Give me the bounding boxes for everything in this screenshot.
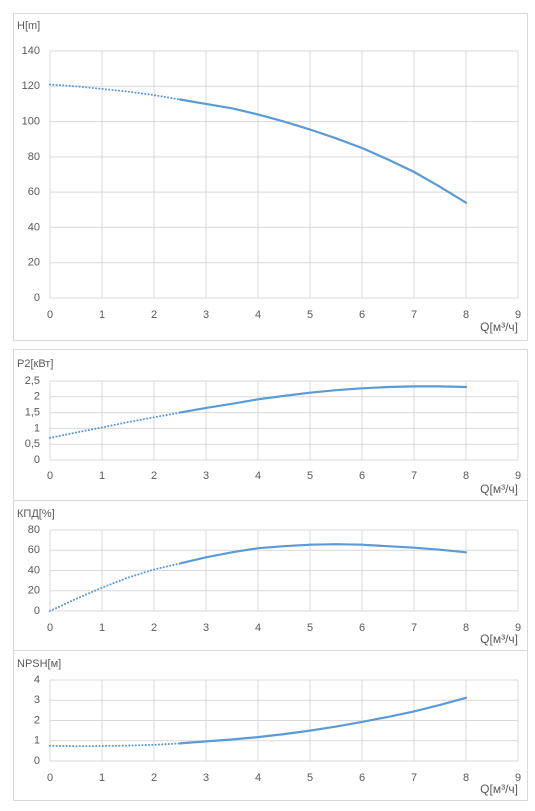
axis-title: P2[кВт]	[17, 358, 53, 370]
y-tick-label: 20	[28, 585, 40, 597]
chart-panel	[13, 650, 528, 801]
x-tick-label: 5	[307, 772, 313, 784]
x-tick-label: 5	[307, 470, 313, 482]
x-tick-label: 8	[463, 772, 469, 784]
x-tick-label: 4	[255, 309, 261, 321]
y-tick-label: 4	[34, 674, 40, 686]
x-axis-title: Q[м³/ч]	[480, 782, 518, 796]
y-tick-label: 1	[34, 422, 40, 434]
x-tick-label: 8	[463, 309, 469, 321]
y-tick-label: 0,5	[25, 438, 40, 450]
x-tick-label: 2	[151, 309, 157, 321]
y-tick-label: 3	[34, 694, 40, 706]
curve	[178, 543, 468, 565]
curve	[49, 411, 181, 439]
x-tick-label: 0	[47, 309, 53, 321]
x-tick-label: 8	[463, 470, 469, 482]
y-tick-label: 0	[34, 755, 40, 767]
x-tick-label: 6	[359, 309, 365, 321]
y-tick-label: 2,5	[25, 375, 40, 387]
curve	[178, 696, 468, 745]
x-tick-label: 1	[99, 470, 105, 482]
curve	[178, 385, 468, 414]
x-tick-label: 6	[359, 622, 365, 634]
x-tick-label: 2	[151, 772, 157, 784]
y-tick-label: 80	[28, 524, 40, 536]
y-tick-label: 2	[34, 391, 40, 403]
curve	[178, 98, 468, 204]
x-tick-label: 3	[203, 309, 209, 321]
x-tick-label: 7	[411, 622, 417, 634]
x-tick-label: 9	[515, 772, 521, 784]
y-tick-label: 80	[28, 151, 40, 163]
axis-title: NPSH[м]	[17, 658, 61, 670]
y-tick-label: 1	[34, 735, 40, 747]
x-tick-label: 7	[411, 309, 417, 321]
x-tick-label: 4	[255, 470, 261, 482]
x-tick-label: 9	[515, 309, 521, 321]
y-tick-label: 60	[28, 186, 40, 198]
x-tick-label: 0	[47, 772, 53, 784]
x-axis-title: Q[м³/ч]	[480, 320, 518, 334]
x-tick-label: 2	[151, 470, 157, 482]
x-axis-title: Q[м³/ч]	[480, 482, 518, 496]
y-tick-label: 100	[22, 115, 40, 127]
y-tick-label: 60	[28, 544, 40, 556]
x-tick-label: 8	[463, 622, 469, 634]
chart-panel	[13, 13, 528, 341]
x-tick-label: 7	[411, 470, 417, 482]
x-tick-label: 0	[47, 470, 53, 482]
y-tick-label: 1,5	[25, 407, 40, 419]
x-tick-label: 3	[203, 772, 209, 784]
x-tick-label: 4	[255, 622, 261, 634]
x-tick-label: 3	[203, 622, 209, 634]
y-tick-label: 0	[34, 605, 40, 617]
x-tick-label: 9	[515, 470, 521, 482]
y-tick-label: 40	[28, 564, 40, 576]
x-tick-label: 6	[359, 772, 365, 784]
x-tick-label: 5	[307, 622, 313, 634]
x-tick-label: 5	[307, 309, 313, 321]
y-tick-label: 140	[22, 45, 40, 57]
chart-panel	[13, 500, 528, 651]
x-axis-title: Q[м³/ч]	[480, 632, 518, 646]
x-tick-label: 2	[151, 622, 157, 634]
x-tick-label: 6	[359, 470, 365, 482]
x-tick-label: 0	[47, 622, 53, 634]
x-tick-label: 3	[203, 470, 209, 482]
x-tick-label: 4	[255, 772, 261, 784]
axis-title: КПД[%]	[17, 508, 55, 520]
curve	[49, 83, 181, 101]
axis-title: H[m]	[17, 20, 40, 32]
x-tick-label: 1	[99, 772, 105, 784]
y-tick-label: 0	[34, 454, 40, 466]
y-tick-label: 40	[28, 221, 40, 233]
curve	[49, 562, 181, 612]
y-tick-label: 20	[28, 257, 40, 269]
y-tick-label: 120	[22, 80, 40, 92]
y-tick-label: 2	[34, 714, 40, 726]
chart-panel	[13, 349, 528, 501]
x-tick-label: 1	[99, 622, 105, 634]
x-tick-label: 9	[515, 622, 521, 634]
x-tick-label: 7	[411, 772, 417, 784]
y-tick-label: 0	[34, 292, 40, 304]
curve	[49, 742, 181, 748]
x-tick-label: 1	[99, 309, 105, 321]
